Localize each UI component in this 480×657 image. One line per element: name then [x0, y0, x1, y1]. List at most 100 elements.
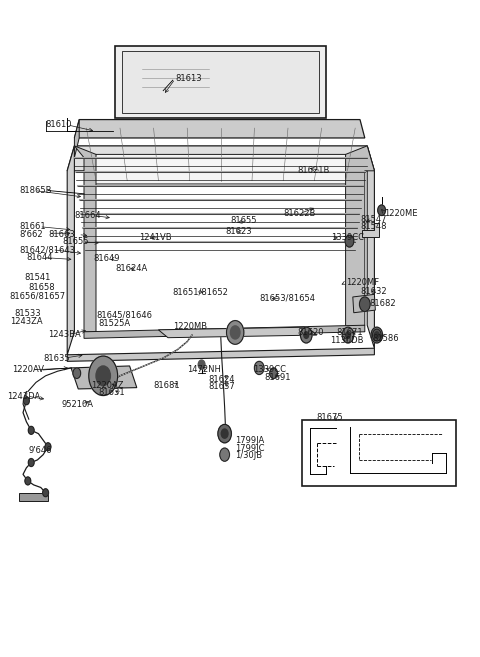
- Circle shape: [96, 366, 110, 386]
- Polygon shape: [367, 146, 374, 348]
- Text: 81682: 81682: [370, 299, 396, 308]
- Text: 1/30JB: 1/30JB: [235, 451, 263, 461]
- Text: 81623: 81623: [226, 227, 252, 237]
- Polygon shape: [158, 327, 317, 338]
- Circle shape: [378, 205, 385, 215]
- Circle shape: [371, 327, 383, 343]
- Text: 1339CC: 1339CC: [253, 365, 287, 374]
- Text: 81613: 81613: [175, 74, 202, 83]
- Circle shape: [43, 489, 48, 497]
- Text: 81691: 81691: [264, 373, 290, 382]
- Circle shape: [230, 326, 240, 339]
- Text: 1799JA: 1799JA: [235, 436, 264, 445]
- Text: 81642/81643: 81642/81643: [19, 245, 75, 254]
- Polygon shape: [353, 294, 375, 313]
- Text: 81631: 81631: [98, 388, 125, 397]
- Text: 1243BA: 1243BA: [48, 330, 81, 339]
- Text: 1339CC: 1339CC: [331, 233, 364, 242]
- Text: 1220MF: 1220MF: [346, 278, 379, 287]
- Circle shape: [346, 332, 350, 338]
- Polygon shape: [115, 46, 326, 118]
- Text: 81658: 81658: [29, 283, 55, 292]
- Polygon shape: [86, 154, 355, 184]
- Text: 81620: 81620: [298, 328, 324, 337]
- Text: 81671: 81671: [336, 328, 362, 337]
- Text: 81645/81646: 81645/81646: [96, 311, 152, 320]
- Text: 81624: 81624: [209, 374, 235, 384]
- Text: 81548: 81548: [360, 222, 386, 231]
- Text: 1241VB: 1241VB: [139, 233, 172, 242]
- Circle shape: [28, 459, 34, 466]
- Text: 95210A: 95210A: [61, 399, 94, 409]
- Text: 1799JC: 1799JC: [235, 443, 264, 453]
- Circle shape: [89, 356, 118, 396]
- Text: 81621B: 81621B: [298, 166, 330, 175]
- Circle shape: [28, 426, 34, 434]
- Circle shape: [270, 368, 277, 378]
- Text: 81533: 81533: [14, 309, 41, 318]
- Polygon shape: [67, 146, 374, 171]
- Text: 81655: 81655: [230, 215, 257, 225]
- Text: 81653/81654: 81653/81654: [259, 294, 315, 303]
- Text: 81661: 81661: [19, 222, 46, 231]
- Text: 1220MB: 1220MB: [173, 322, 207, 331]
- Text: 81637: 81637: [209, 382, 236, 391]
- Text: 81525A: 81525A: [98, 319, 131, 328]
- Polygon shape: [362, 223, 379, 237]
- Circle shape: [342, 327, 354, 343]
- Text: 81865B: 81865B: [19, 186, 52, 195]
- Circle shape: [221, 429, 228, 438]
- Circle shape: [372, 329, 381, 341]
- Text: 8'662: 8'662: [19, 230, 43, 239]
- Text: 81681: 81681: [154, 381, 180, 390]
- Text: 81664: 81664: [74, 211, 101, 220]
- Circle shape: [374, 332, 379, 338]
- Circle shape: [254, 361, 264, 374]
- Circle shape: [227, 321, 244, 344]
- Text: 81541: 81541: [24, 273, 50, 282]
- Text: 81624A: 81624A: [115, 263, 147, 273]
- Text: 81656/81657: 81656/81657: [10, 292, 66, 301]
- Polygon shape: [71, 366, 137, 389]
- Text: 81586: 81586: [372, 334, 398, 343]
- Polygon shape: [19, 493, 48, 501]
- Polygon shape: [74, 120, 365, 138]
- Text: 81547: 81547: [360, 215, 386, 224]
- Circle shape: [73, 368, 81, 378]
- Text: 1130DB: 1130DB: [330, 336, 364, 345]
- Polygon shape: [122, 51, 319, 113]
- Text: 81632: 81632: [360, 286, 386, 296]
- Text: 1243ZA: 1243ZA: [10, 317, 42, 327]
- Text: 1220AV: 1220AV: [12, 365, 44, 374]
- Text: 1472NH: 1472NH: [187, 365, 221, 374]
- Text: 1220ME: 1220ME: [384, 209, 418, 218]
- Polygon shape: [74, 120, 79, 158]
- Circle shape: [24, 397, 29, 405]
- Circle shape: [360, 297, 370, 311]
- Text: 81675: 81675: [317, 413, 343, 422]
- Text: 81610: 81610: [46, 120, 72, 129]
- Text: 1243DA: 1243DA: [7, 392, 40, 401]
- Circle shape: [300, 327, 312, 343]
- Text: 81649: 81649: [94, 254, 120, 263]
- Polygon shape: [346, 146, 374, 332]
- Text: 9'646: 9'646: [29, 445, 52, 455]
- Polygon shape: [67, 146, 74, 355]
- Circle shape: [220, 448, 229, 461]
- Circle shape: [25, 477, 31, 485]
- Polygon shape: [84, 325, 365, 338]
- Polygon shape: [74, 146, 96, 332]
- Text: 81635: 81635: [43, 353, 70, 363]
- Text: 1220AZ: 1220AZ: [91, 381, 124, 390]
- Circle shape: [304, 332, 309, 338]
- Bar: [302, 420, 456, 486]
- Text: 81644: 81644: [26, 253, 53, 262]
- Polygon shape: [67, 348, 374, 361]
- Circle shape: [198, 360, 205, 369]
- Circle shape: [345, 235, 354, 247]
- Text: 81655: 81655: [62, 237, 89, 246]
- Text: 81663: 81663: [48, 230, 75, 239]
- Text: 81622B: 81622B: [283, 209, 315, 218]
- Circle shape: [45, 443, 51, 451]
- Text: 81651/81652: 81651/81652: [173, 287, 228, 296]
